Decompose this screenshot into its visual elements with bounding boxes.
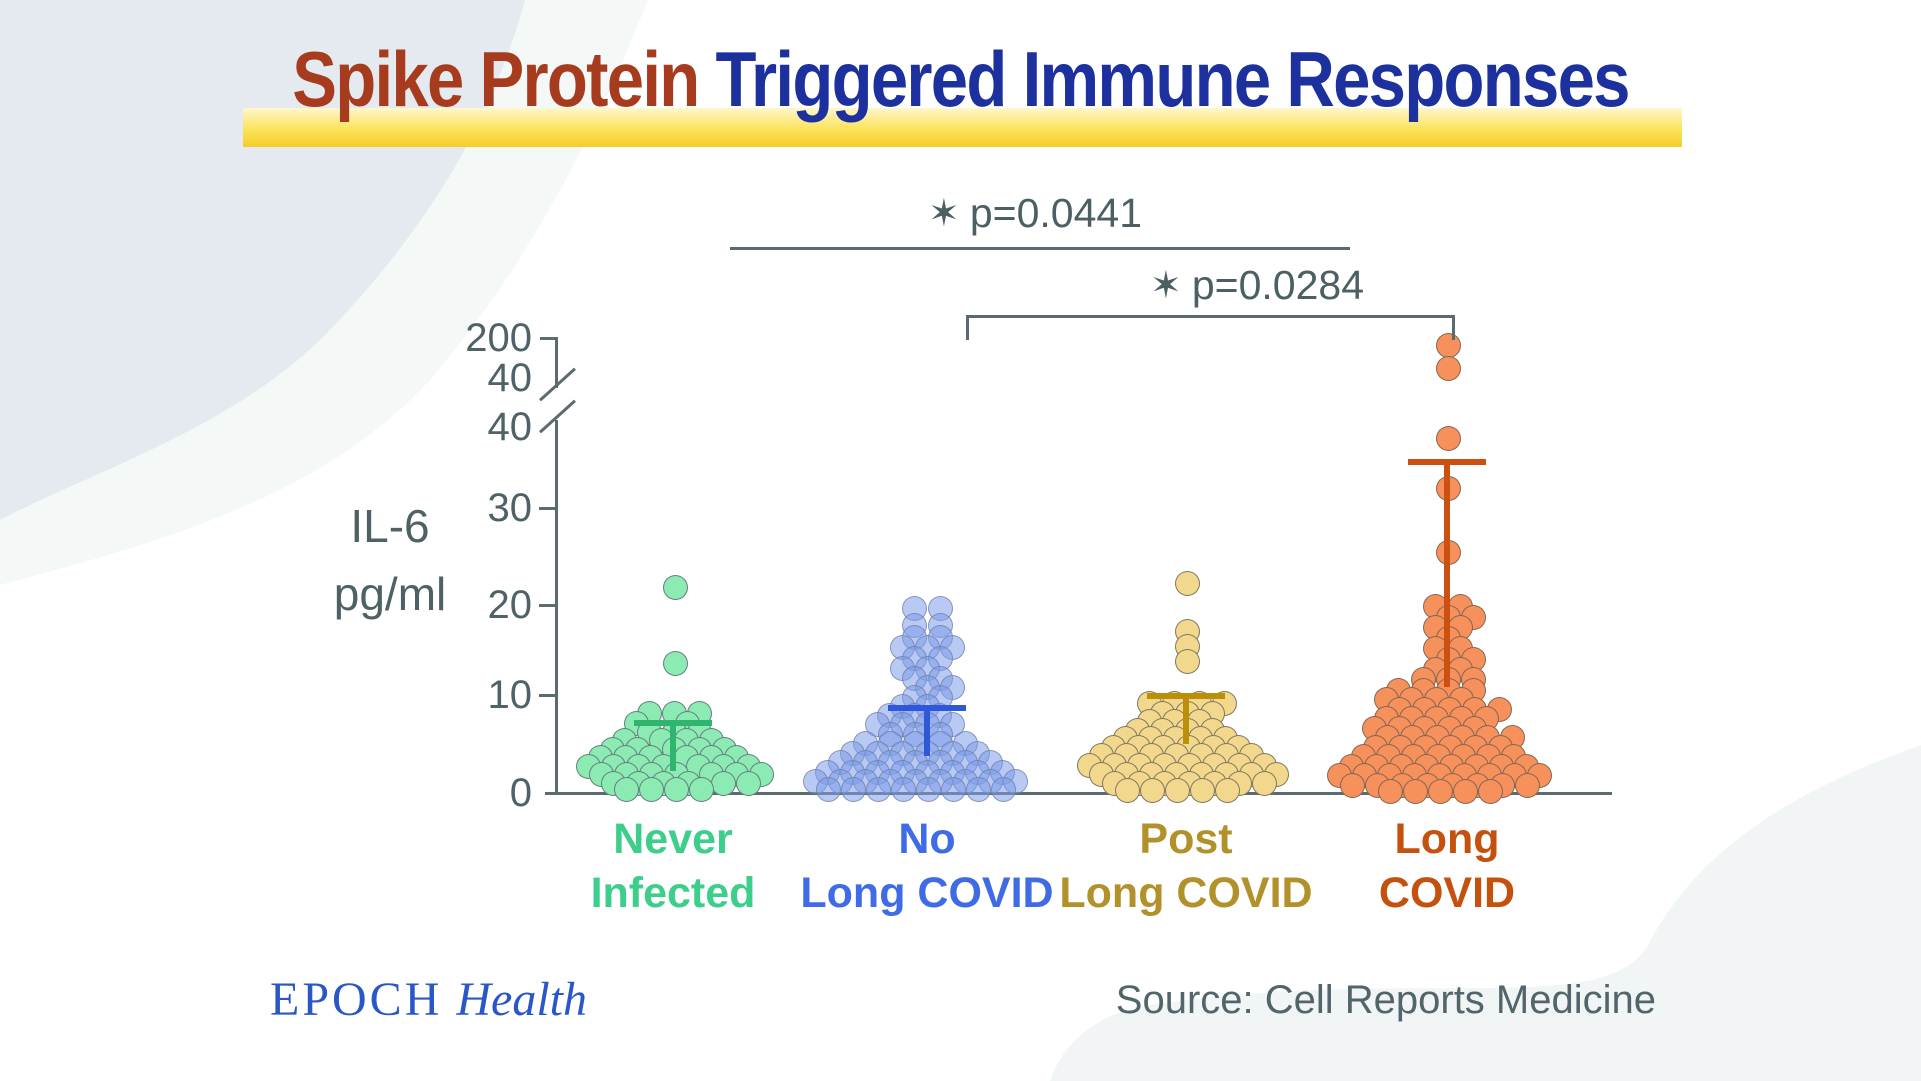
x-axis-group-label: Post Long COVID <box>1016 812 1356 920</box>
data-point <box>1339 772 1365 798</box>
brand-logo: EPOCH Health <box>270 972 587 1027</box>
data-point <box>1189 777 1215 803</box>
data-point <box>735 771 761 796</box>
title-highlight-bar <box>243 108 1682 147</box>
y-tick-mark <box>539 603 557 607</box>
significance-label-2: ✶ p=0.0284 <box>1150 262 1364 309</box>
x-axis-group-label-line: Post <box>1139 815 1233 863</box>
x-axis-group-label-line: No <box>898 815 956 863</box>
y-tick-mark <box>539 506 557 510</box>
x-axis-group-label-line: COVID <box>1378 869 1516 917</box>
error-bar-cap <box>634 719 712 726</box>
p-value-text-1: p=0.0441 <box>969 190 1142 236</box>
x-axis-group-label: Long COVID <box>1277 812 1617 920</box>
data-point <box>1477 778 1503 804</box>
y-tick-label: 10 <box>487 673 533 717</box>
data-point <box>815 776 841 802</box>
data-point <box>965 776 991 802</box>
y-axis-lower-segment <box>555 420 558 793</box>
brand-name-health: Health <box>456 973 587 1026</box>
y-tick-mark <box>539 693 557 697</box>
data-point <box>1139 777 1165 803</box>
error-bar-stem <box>670 722 676 772</box>
error-bar-stem <box>1183 696 1189 744</box>
error-bar-stem <box>924 708 930 756</box>
x-axis-group-label-line: Long COVID <box>800 869 1054 917</box>
data-point <box>840 776 866 802</box>
data-point <box>688 776 714 802</box>
title-part-blue: Triggered Immune Responses <box>698 35 1630 123</box>
data-point <box>663 776 689 802</box>
y-axis-upper-segment <box>555 338 558 388</box>
y-tick-label: 200 <box>465 316 532 360</box>
data-point <box>915 776 941 802</box>
y-axis-title-line1: IL-6 <box>350 500 430 552</box>
data-point <box>1174 570 1200 596</box>
data-point <box>662 575 688 601</box>
y-tick-label: 30 <box>487 486 533 530</box>
data-point <box>613 776 639 802</box>
error-bar-cap <box>1408 459 1486 466</box>
data-point <box>1427 778 1453 804</box>
data-point <box>1514 772 1540 798</box>
data-point <box>1251 771 1277 796</box>
y-axis-top-tick <box>540 336 558 340</box>
y-tick-label: 40 <box>487 356 533 400</box>
data-point <box>710 771 736 796</box>
x-axis-group-label: Never Infected <box>503 812 843 920</box>
x-axis-group-label-line: Infected <box>590 869 756 917</box>
data-point <box>1435 426 1461 452</box>
data-point <box>1435 333 1461 358</box>
data-point <box>865 776 891 802</box>
brand-name-epoch: EPOCH <box>270 973 443 1026</box>
page-title: Spike Protein Triggered Immune Responses <box>134 40 1786 118</box>
x-axis-group-label-line: Never <box>613 815 733 863</box>
x-axis-group-label: No Long COVID <box>757 812 1097 920</box>
data-point <box>940 776 966 802</box>
significance-line-1 <box>730 247 1350 250</box>
data-point <box>1164 777 1190 803</box>
data-point <box>1452 778 1478 804</box>
data-point <box>890 776 916 802</box>
y-tick-label: 40 <box>487 405 533 449</box>
y-tick-label: 20 <box>487 583 533 627</box>
data-point <box>1402 778 1428 804</box>
six-pointed-star-icon: ✶ <box>928 193 960 235</box>
y-tick-label: 0 <box>509 771 532 815</box>
bottom-right-wave <box>1050 745 1921 1081</box>
data-point <box>1114 777 1140 803</box>
data-point <box>662 651 688 677</box>
error-bar-cap <box>1147 693 1225 700</box>
x-axis-group-label-line: Long <box>1394 815 1500 863</box>
data-point <box>1377 778 1403 804</box>
error-bar-stem <box>1444 462 1450 687</box>
significance-bracket-2 <box>966 315 1455 340</box>
x-axis-baseline <box>545 791 1612 795</box>
significance-label-1: ✶ p=0.0441 <box>928 190 1142 237</box>
y-axis-title-line2: pg/ml <box>333 568 447 620</box>
title-part-red: Spike Protein <box>292 35 700 123</box>
x-axis-group-label-line: Long COVID <box>1059 869 1313 917</box>
p-value-text-2: p=0.0284 <box>1191 262 1364 308</box>
y-axis-title: IL-6 pg/ml <box>270 492 510 628</box>
six-pointed-star-icon: ✶ <box>1150 265 1182 307</box>
error-bar-cap <box>888 705 966 712</box>
data-point <box>1174 649 1200 675</box>
data-point <box>638 776 664 802</box>
data-point <box>1214 777 1240 803</box>
data-point <box>1435 355 1461 381</box>
data-point <box>990 776 1016 802</box>
source-credit: Source: Cell Reports Medicine <box>1115 978 1656 1022</box>
